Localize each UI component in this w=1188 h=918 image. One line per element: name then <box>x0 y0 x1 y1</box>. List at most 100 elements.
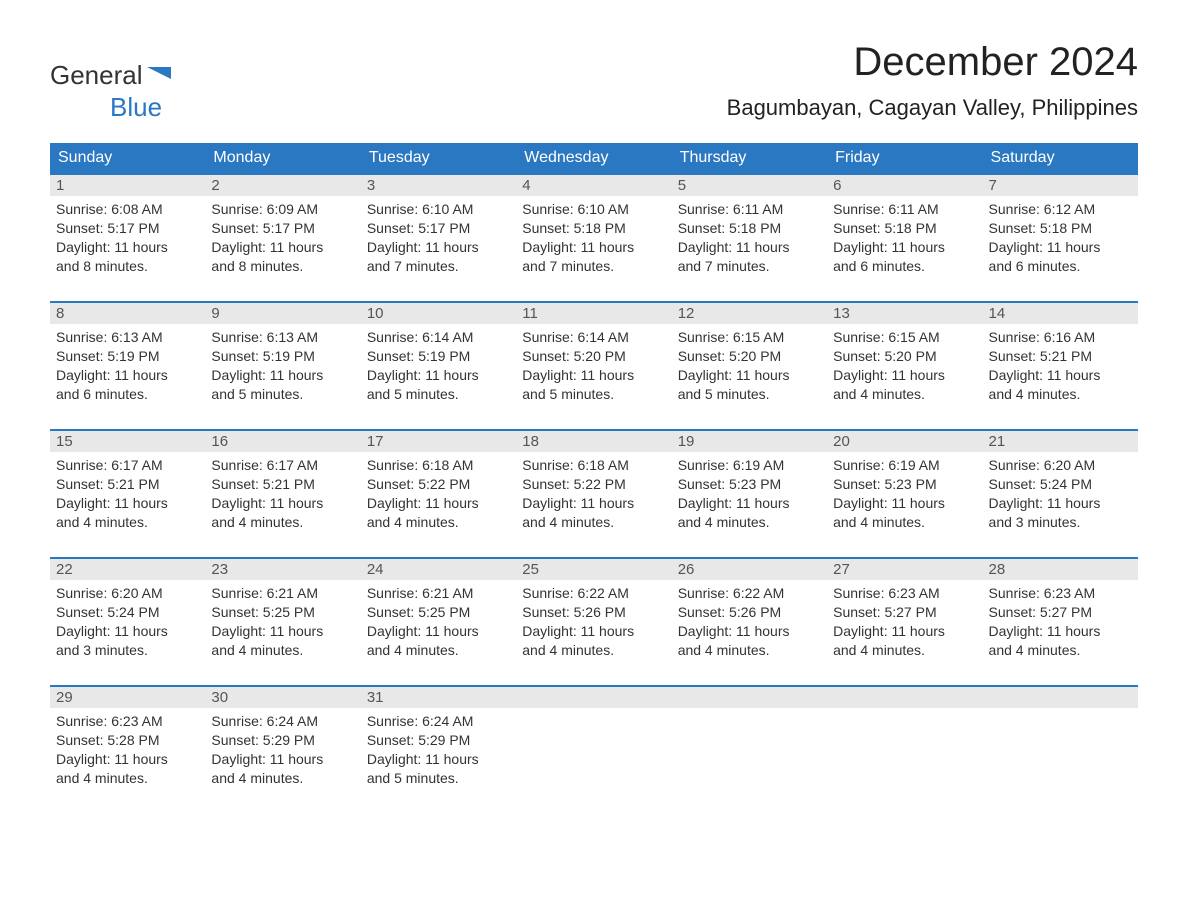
calendar-cell: 5Sunrise: 6:11 AMSunset: 5:18 PMDaylight… <box>672 173 827 301</box>
calendar-cell: 16Sunrise: 6:17 AMSunset: 5:21 PMDayligh… <box>205 429 360 557</box>
day-number: 7 <box>983 173 1138 196</box>
day-details: Sunrise: 6:15 AMSunset: 5:20 PMDaylight:… <box>672 324 827 412</box>
daylight-text-1: Daylight: 11 hours <box>211 366 354 385</box>
calendar-cell: 14Sunrise: 6:16 AMSunset: 5:21 PMDayligh… <box>983 301 1138 429</box>
sunset-text: Sunset: 5:27 PM <box>989 603 1132 622</box>
sunrise-text: Sunrise: 6:08 AM <box>56 200 199 219</box>
sunset-text: Sunset: 5:18 PM <box>833 219 976 238</box>
day-number: 30 <box>205 685 360 708</box>
sunset-text: Sunset: 5:19 PM <box>367 347 510 366</box>
sunset-text: Sunset: 5:29 PM <box>367 731 510 750</box>
daylight-text-2: and 4 minutes. <box>678 641 821 660</box>
sunset-text: Sunset: 5:24 PM <box>56 603 199 622</box>
day-number: 2 <box>205 173 360 196</box>
daylight-text-1: Daylight: 11 hours <box>989 238 1132 257</box>
calendar-cell-empty <box>983 685 1138 813</box>
day-details: Sunrise: 6:24 AMSunset: 5:29 PMDaylight:… <box>361 708 516 796</box>
sunset-text: Sunset: 5:27 PM <box>833 603 976 622</box>
day-number: 23 <box>205 557 360 580</box>
daylight-text-1: Daylight: 11 hours <box>833 238 976 257</box>
calendar-cell: 3Sunrise: 6:10 AMSunset: 5:17 PMDaylight… <box>361 173 516 301</box>
day-number: 9 <box>205 301 360 324</box>
day-details: Sunrise: 6:12 AMSunset: 5:18 PMDaylight:… <box>983 196 1138 284</box>
daylight-text-1: Daylight: 11 hours <box>833 366 976 385</box>
day-details: Sunrise: 6:08 AMSunset: 5:17 PMDaylight:… <box>50 196 205 284</box>
calendar-cell: 11Sunrise: 6:14 AMSunset: 5:20 PMDayligh… <box>516 301 671 429</box>
daylight-text-1: Daylight: 11 hours <box>211 494 354 513</box>
daylight-text-1: Daylight: 11 hours <box>522 238 665 257</box>
day-number: 29 <box>50 685 205 708</box>
calendar-cell: 18Sunrise: 6:18 AMSunset: 5:22 PMDayligh… <box>516 429 671 557</box>
calendar-cell: 4Sunrise: 6:10 AMSunset: 5:18 PMDaylight… <box>516 173 671 301</box>
day-number: 31 <box>361 685 516 708</box>
day-details: Sunrise: 6:10 AMSunset: 5:17 PMDaylight:… <box>361 196 516 284</box>
daylight-text-1: Daylight: 11 hours <box>56 238 199 257</box>
daylight-text-2: and 4 minutes. <box>56 513 199 532</box>
daylight-text-2: and 4 minutes. <box>522 513 665 532</box>
daylight-text-1: Daylight: 11 hours <box>678 366 821 385</box>
daylight-text-2: and 7 minutes. <box>678 257 821 276</box>
sunrise-text: Sunrise: 6:24 AM <box>211 712 354 731</box>
calendar-table: SundayMondayTuesdayWednesdayThursdayFrid… <box>50 143 1138 813</box>
daylight-text-2: and 6 minutes. <box>989 257 1132 276</box>
day-details: Sunrise: 6:09 AMSunset: 5:17 PMDaylight:… <box>205 196 360 284</box>
sunrise-text: Sunrise: 6:23 AM <box>989 584 1132 603</box>
day-number: 12 <box>672 301 827 324</box>
daylight-text-2: and 6 minutes. <box>56 385 199 404</box>
sunrise-text: Sunrise: 6:14 AM <box>522 328 665 347</box>
weekday-header-row: SundayMondayTuesdayWednesdayThursdayFrid… <box>50 143 1138 173</box>
day-details: Sunrise: 6:23 AMSunset: 5:28 PMDaylight:… <box>50 708 205 796</box>
day-details: Sunrise: 6:13 AMSunset: 5:19 PMDaylight:… <box>205 324 360 412</box>
day-number: 22 <box>50 557 205 580</box>
sunrise-text: Sunrise: 6:15 AM <box>678 328 821 347</box>
logo-text-1: General <box>50 60 143 91</box>
sunset-text: Sunset: 5:18 PM <box>678 219 821 238</box>
daylight-text-2: and 4 minutes. <box>678 513 821 532</box>
day-number <box>827 685 982 708</box>
sunrise-text: Sunrise: 6:21 AM <box>211 584 354 603</box>
sunrise-text: Sunrise: 6:22 AM <box>678 584 821 603</box>
day-details: Sunrise: 6:21 AMSunset: 5:25 PMDaylight:… <box>361 580 516 668</box>
sunrise-text: Sunrise: 6:17 AM <box>56 456 199 475</box>
calendar-week-row: 8Sunrise: 6:13 AMSunset: 5:19 PMDaylight… <box>50 301 1138 429</box>
day-number: 17 <box>361 429 516 452</box>
sunrise-text: Sunrise: 6:11 AM <box>678 200 821 219</box>
sunrise-text: Sunrise: 6:10 AM <box>522 200 665 219</box>
daylight-text-2: and 8 minutes. <box>211 257 354 276</box>
sunset-text: Sunset: 5:18 PM <box>989 219 1132 238</box>
daylight-text-2: and 7 minutes. <box>367 257 510 276</box>
day-details: Sunrise: 6:18 AMSunset: 5:22 PMDaylight:… <box>361 452 516 540</box>
daylight-text-1: Daylight: 11 hours <box>56 494 199 513</box>
daylight-text-2: and 8 minutes. <box>56 257 199 276</box>
daylight-text-1: Daylight: 11 hours <box>678 622 821 641</box>
sunset-text: Sunset: 5:28 PM <box>56 731 199 750</box>
calendar-cell: 25Sunrise: 6:22 AMSunset: 5:26 PMDayligh… <box>516 557 671 685</box>
daylight-text-1: Daylight: 11 hours <box>989 494 1132 513</box>
day-number: 11 <box>516 301 671 324</box>
day-details: Sunrise: 6:22 AMSunset: 5:26 PMDaylight:… <box>672 580 827 668</box>
sunset-text: Sunset: 5:26 PM <box>522 603 665 622</box>
daylight-text-1: Daylight: 11 hours <box>56 366 199 385</box>
calendar-cell: 20Sunrise: 6:19 AMSunset: 5:23 PMDayligh… <box>827 429 982 557</box>
day-details: Sunrise: 6:20 AMSunset: 5:24 PMDaylight:… <box>50 580 205 668</box>
calendar-cell: 12Sunrise: 6:15 AMSunset: 5:20 PMDayligh… <box>672 301 827 429</box>
day-details: Sunrise: 6:17 AMSunset: 5:21 PMDaylight:… <box>50 452 205 540</box>
daylight-text-1: Daylight: 11 hours <box>367 366 510 385</box>
weekday-header: Tuesday <box>361 143 516 173</box>
daylight-text-2: and 4 minutes. <box>211 769 354 788</box>
location: Bagumbayan, Cagayan Valley, Philippines <box>727 95 1138 121</box>
calendar-week-row: 1Sunrise: 6:08 AMSunset: 5:17 PMDaylight… <box>50 173 1138 301</box>
day-number: 3 <box>361 173 516 196</box>
sunset-text: Sunset: 5:25 PM <box>211 603 354 622</box>
weekday-header: Sunday <box>50 143 205 173</box>
daylight-text-1: Daylight: 11 hours <box>833 494 976 513</box>
daylight-text-2: and 4 minutes. <box>833 513 976 532</box>
daylight-text-1: Daylight: 11 hours <box>833 622 976 641</box>
sunset-text: Sunset: 5:20 PM <box>522 347 665 366</box>
sunset-text: Sunset: 5:20 PM <box>833 347 976 366</box>
daylight-text-1: Daylight: 11 hours <box>56 750 199 769</box>
day-number: 16 <box>205 429 360 452</box>
weekday-header: Friday <box>827 143 982 173</box>
day-details: Sunrise: 6:23 AMSunset: 5:27 PMDaylight:… <box>983 580 1138 668</box>
daylight-text-1: Daylight: 11 hours <box>367 750 510 769</box>
